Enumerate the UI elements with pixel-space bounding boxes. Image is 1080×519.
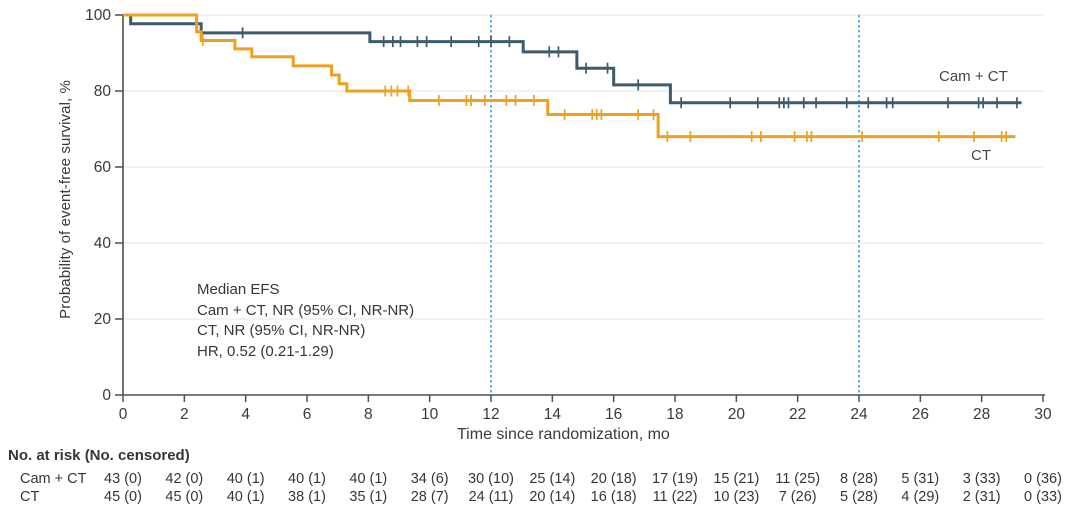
risk-cell: 5 (31): [901, 471, 940, 487]
annotation-line-hr: HR, 0.52 (0.21-1.29): [197, 342, 334, 360]
y-tick-label-60: 60: [94, 159, 112, 176]
y-tick-label-0: 0: [102, 387, 111, 404]
annotation-line-camct: Cam + CT, NR (95% CI, NR-NR): [197, 301, 415, 319]
risk-cell: 0 (33): [1024, 489, 1062, 505]
risk-cell: 40 (1): [226, 471, 265, 487]
risk-cell: 25 (14): [529, 471, 576, 487]
x-tick-label-22: 22: [789, 406, 806, 423]
x-tick-label-6: 6: [303, 406, 312, 423]
curve-label-cam-ct: Cam + CT: [939, 68, 1008, 85]
risk-cell: 35 (1): [349, 489, 388, 505]
risk-cell: 10 (23): [713, 489, 760, 505]
risk-cell: 0 (36): [1024, 471, 1062, 487]
risk-cell: 45 (0): [165, 489, 204, 505]
risk-cell: 30 (10): [468, 471, 514, 487]
risk-table-header: No. at risk (No. censored): [8, 447, 190, 464]
risk-cell: 34 (6): [410, 471, 449, 487]
x-tick-label-28: 28: [973, 406, 990, 423]
median-efs-annotation: Median EFS Cam + CT, NR (95% CI, NR-NR) …: [197, 280, 414, 362]
x-tick-label-2: 2: [180, 406, 189, 423]
x-tick-label-24: 24: [850, 406, 868, 423]
risk-cell: 28 (7): [410, 489, 449, 505]
curve-label-ct: CT: [971, 147, 991, 164]
survival-curve-ct: [123, 13, 1016, 139]
x-tick-label-10: 10: [421, 406, 439, 423]
risk-row-label-cam-ct: Cam + CT: [20, 471, 87, 487]
y-tick-label-20: 20: [94, 311, 112, 328]
risk-cell: 5 (28): [840, 489, 878, 505]
risk-cell: 8 (28): [840, 471, 878, 487]
risk-cell: 38 (1): [288, 489, 326, 505]
x-tick-label-12: 12: [482, 406, 499, 423]
risk-cell: 20 (14): [529, 489, 576, 505]
survival-curve-camct: [123, 13, 1022, 105]
risk-cell: 11 (22): [652, 489, 698, 505]
x-tick-label-4: 4: [241, 406, 250, 423]
risk-cell: 40 (1): [226, 489, 265, 505]
y-tick-label-80: 80: [94, 83, 112, 100]
x-axis-title: Time since randomization, mo: [457, 426, 670, 443]
risk-cell: 4 (29): [901, 489, 940, 505]
x-tick-label-14: 14: [544, 406, 562, 423]
risk-cell: 43 (0): [104, 471, 142, 487]
x-tick-label-26: 26: [912, 406, 929, 423]
risk-cell: 16 (18): [590, 489, 637, 505]
risk-row-label-ct: CT: [20, 489, 40, 505]
x-tick-label-18: 18: [666, 406, 683, 423]
annotation-line-ct: CT, NR (95% CI, NR-NR): [197, 322, 366, 339]
annotation-line-median-efs: Median EFS: [197, 281, 280, 298]
y-axis-title: Probability of event-free survival, %: [57, 80, 74, 319]
risk-cell: 15 (21): [713, 471, 760, 487]
x-tick-label-8: 8: [364, 406, 373, 423]
risk-cell: 40 (1): [288, 471, 326, 487]
x-tick-label-30: 30: [1034, 406, 1052, 423]
x-tick-label-20: 20: [728, 406, 746, 423]
risk-cell: 7 (26): [778, 489, 817, 505]
risk-cell: 17 (19): [652, 471, 698, 487]
risk-cell: 24 (11): [468, 489, 514, 505]
x-tick-label-16: 16: [605, 406, 622, 423]
risk-cell: 45 (0): [104, 489, 142, 505]
risk-cell: 11 (25): [775, 471, 821, 487]
y-tick-label-40: 40: [94, 235, 112, 252]
x-tick-label-0: 0: [119, 406, 128, 423]
risk-cell: 40 (1): [349, 471, 388, 487]
risk-cell: 20 (18): [590, 471, 637, 487]
risk-cell: 42 (0): [165, 471, 204, 487]
risk-cell: 2 (31): [962, 489, 1001, 505]
y-tick-label-100: 100: [85, 7, 111, 24]
risk-cell: 3 (33): [962, 471, 1001, 487]
